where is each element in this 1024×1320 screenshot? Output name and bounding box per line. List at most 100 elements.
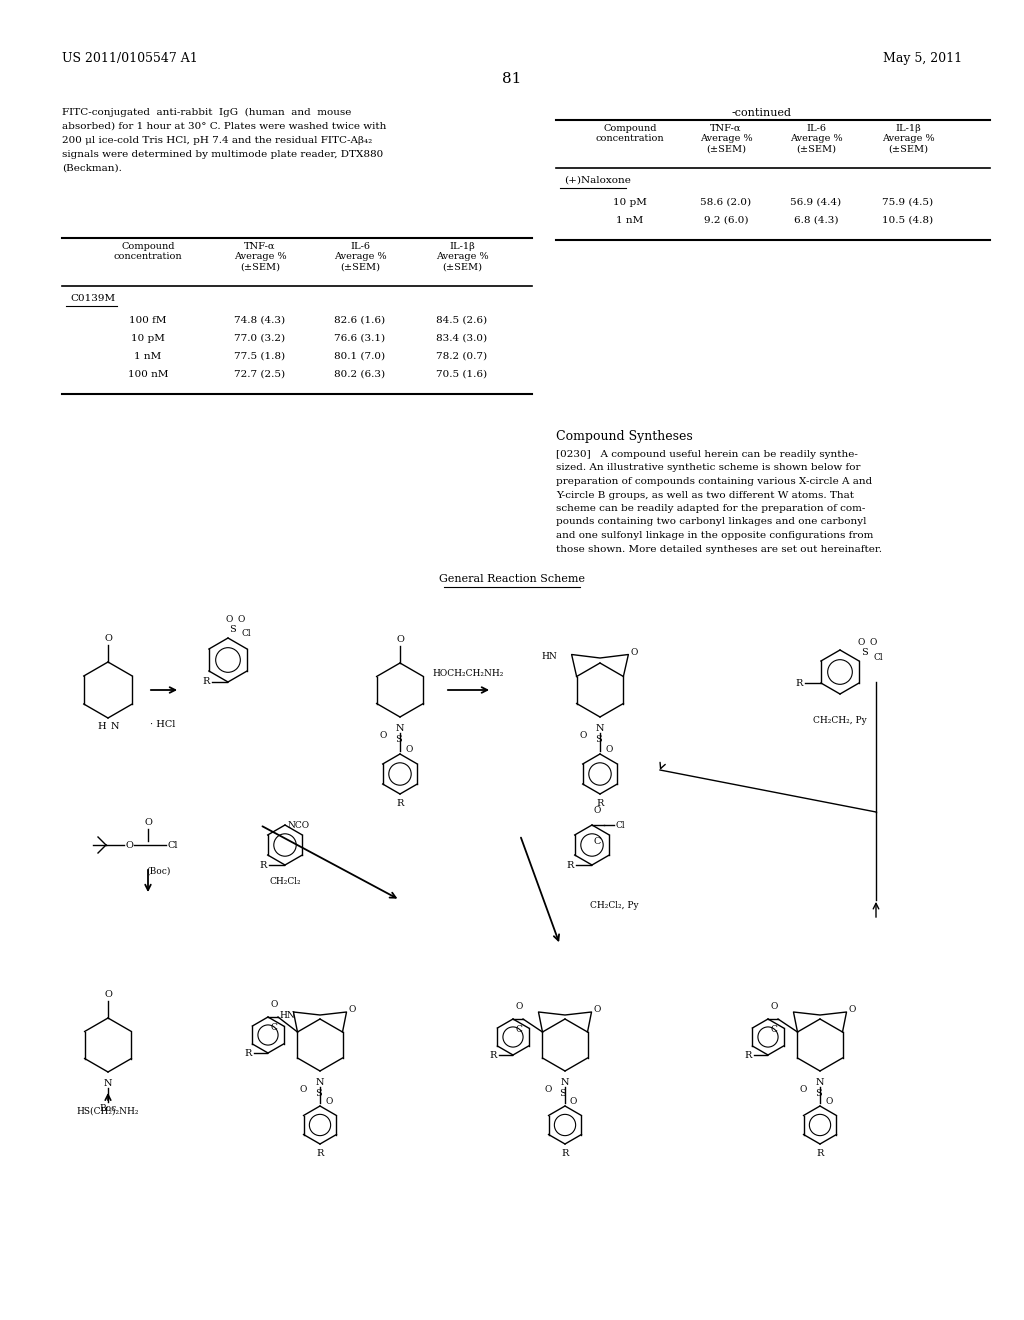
Text: Compound
concentration: Compound concentration xyxy=(596,124,665,144)
Text: O: O xyxy=(594,1006,601,1015)
Text: HOCH₂CH₂NH₂: HOCH₂CH₂NH₂ xyxy=(432,669,504,678)
Text: IL-1β
Average %
(±SEM): IL-1β Average % (±SEM) xyxy=(882,124,934,154)
Text: S: S xyxy=(560,1089,566,1097)
Text: O: O xyxy=(348,1006,356,1015)
Text: 82.6 (1.6): 82.6 (1.6) xyxy=(335,315,386,325)
Text: R: R xyxy=(744,1051,752,1060)
Text: R: R xyxy=(203,677,210,686)
Text: C: C xyxy=(771,1026,777,1034)
Text: 72.7 (2.5): 72.7 (2.5) xyxy=(234,370,286,379)
Text: R: R xyxy=(561,1148,568,1158)
Text: 77.0 (3.2): 77.0 (3.2) xyxy=(234,334,286,343)
Text: O: O xyxy=(869,638,877,647)
Text: CH₂CH₂, Py: CH₂CH₂, Py xyxy=(813,715,867,725)
Text: US 2011/0105547 A1: US 2011/0105547 A1 xyxy=(62,51,198,65)
Text: O: O xyxy=(144,818,152,828)
Text: 10 pM: 10 pM xyxy=(613,198,647,207)
Text: O: O xyxy=(325,1097,333,1106)
Text: O: O xyxy=(857,638,864,647)
Text: 1 nM: 1 nM xyxy=(616,216,644,224)
Text: S: S xyxy=(861,648,867,657)
Text: N: N xyxy=(395,723,404,733)
Text: S: S xyxy=(229,624,236,634)
Text: O: O xyxy=(631,648,638,657)
Text: R: R xyxy=(489,1051,497,1060)
Text: 76.6 (3.1): 76.6 (3.1) xyxy=(335,334,386,343)
Text: Compound Syntheses: Compound Syntheses xyxy=(556,430,693,444)
Text: 200 μl ice-cold Tris HCl, pH 7.4 and the residual FITC-Aβ₄₂: 200 μl ice-cold Tris HCl, pH 7.4 and the… xyxy=(62,136,373,145)
Text: Cl: Cl xyxy=(616,821,626,829)
Text: Y-circle B groups, as well as two different W atoms. That: Y-circle B groups, as well as two differ… xyxy=(556,491,854,499)
Text: 77.5 (1.8): 77.5 (1.8) xyxy=(234,352,286,360)
Text: 83.4 (3.0): 83.4 (3.0) xyxy=(436,334,487,343)
Text: O: O xyxy=(225,615,232,624)
Text: N: N xyxy=(596,723,604,733)
Text: 80.2 (6.3): 80.2 (6.3) xyxy=(335,370,386,379)
Text: C: C xyxy=(593,837,601,846)
Text: R: R xyxy=(396,799,403,808)
Text: 80.1 (7.0): 80.1 (7.0) xyxy=(335,352,386,360)
Text: 56.9 (4.4): 56.9 (4.4) xyxy=(791,198,842,207)
Text: preparation of compounds containing various X-circle A and: preparation of compounds containing vari… xyxy=(556,477,872,486)
Text: Cl: Cl xyxy=(873,652,883,661)
Text: O: O xyxy=(770,1002,777,1011)
Text: Cl: Cl xyxy=(242,630,252,639)
Text: N: N xyxy=(111,722,120,731)
Text: 84.5 (2.6): 84.5 (2.6) xyxy=(436,315,487,325)
Text: O: O xyxy=(104,990,112,999)
Text: Compound
concentration: Compound concentration xyxy=(114,242,182,261)
Text: R: R xyxy=(260,861,267,870)
Text: IL-1β
Average %
(±SEM): IL-1β Average % (±SEM) xyxy=(435,242,488,272)
Text: HN: HN xyxy=(542,652,558,661)
Text: N: N xyxy=(315,1078,325,1086)
Text: 70.5 (1.6): 70.5 (1.6) xyxy=(436,370,487,379)
Text: C: C xyxy=(515,1026,522,1034)
Text: O: O xyxy=(380,730,387,739)
Text: [0230]   A compound useful herein can be readily synthe-: [0230] A compound useful herein can be r… xyxy=(556,450,858,459)
Text: O: O xyxy=(237,615,245,624)
Text: O: O xyxy=(406,744,413,754)
Text: N: N xyxy=(816,1078,824,1086)
Text: and one sulfonyl linkage in the opposite configurations from: and one sulfonyl linkage in the opposite… xyxy=(556,531,873,540)
Text: O: O xyxy=(515,1002,522,1011)
Text: May 5, 2011: May 5, 2011 xyxy=(883,51,962,65)
Text: H: H xyxy=(97,722,106,731)
Text: Cl: Cl xyxy=(167,841,177,850)
Text: (Boc): (Boc) xyxy=(145,867,170,876)
Text: 74.8 (4.3): 74.8 (4.3) xyxy=(234,315,286,325)
Text: R: R xyxy=(596,799,604,808)
Text: O: O xyxy=(849,1006,856,1015)
Text: 6.8 (4.3): 6.8 (4.3) xyxy=(794,216,839,224)
Text: O: O xyxy=(396,635,403,644)
Text: N: N xyxy=(561,1078,569,1086)
Text: N: N xyxy=(103,1078,113,1088)
Text: 58.6 (2.0): 58.6 (2.0) xyxy=(700,198,752,207)
Text: S: S xyxy=(595,734,601,743)
Text: 78.2 (0.7): 78.2 (0.7) xyxy=(436,352,487,360)
Text: O: O xyxy=(825,1097,833,1106)
Text: (Beckman).: (Beckman). xyxy=(62,164,122,173)
Text: HN: HN xyxy=(280,1011,295,1020)
Text: S: S xyxy=(394,734,401,743)
Text: O: O xyxy=(545,1085,552,1093)
Text: scheme can be readily adapted for the preparation of com-: scheme can be readily adapted for the pr… xyxy=(556,504,865,513)
Text: 100 nM: 100 nM xyxy=(128,370,168,379)
Text: TNF-α
Average %
(±SEM): TNF-α Average % (±SEM) xyxy=(233,242,287,272)
Text: C: C xyxy=(270,1023,278,1032)
Text: S: S xyxy=(815,1089,821,1097)
Text: -continued: -continued xyxy=(732,108,792,117)
Text: R: R xyxy=(245,1048,252,1057)
Text: 75.9 (4.5): 75.9 (4.5) xyxy=(883,198,934,207)
Text: 1 nM: 1 nM xyxy=(134,352,162,360)
Text: absorbed) for 1 hour at 30° C. Plates were washed twice with: absorbed) for 1 hour at 30° C. Plates we… xyxy=(62,121,386,131)
Text: IL-6
Average %
(±SEM): IL-6 Average % (±SEM) xyxy=(790,124,843,154)
Text: those shown. More detailed syntheses are set out hereinafter.: those shown. More detailed syntheses are… xyxy=(556,544,882,553)
Text: 100 fM: 100 fM xyxy=(129,315,167,325)
Text: (+)Naloxone: (+)Naloxone xyxy=(564,176,631,185)
Text: O: O xyxy=(270,1001,278,1008)
Text: signals were determined by multimode plate reader, DTX880: signals were determined by multimode pla… xyxy=(62,150,383,158)
Text: O: O xyxy=(570,1097,578,1106)
Text: 81: 81 xyxy=(503,73,521,86)
Text: CH₂Cl₂, Py: CH₂Cl₂, Py xyxy=(590,900,639,909)
Text: R: R xyxy=(566,861,574,870)
